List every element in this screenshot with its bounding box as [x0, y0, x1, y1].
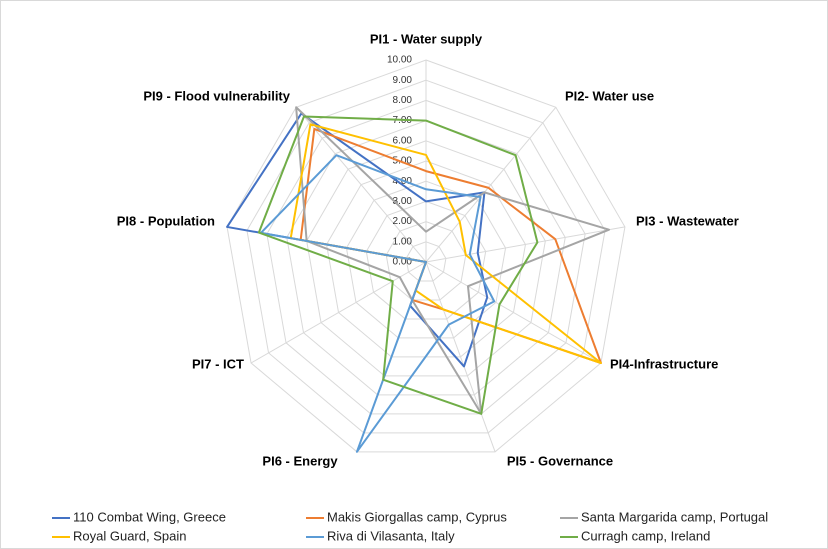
tick-label: 9.00 — [393, 75, 413, 86]
legend-label: Curragh camp, Ireland — [581, 528, 710, 543]
axis-label: PI4-Infrastructure — [610, 356, 718, 371]
tick-label: 3.00 — [393, 196, 413, 207]
series-line — [289, 123, 602, 364]
spoke — [425, 261, 496, 452]
tick-label: 1.00 — [393, 236, 413, 247]
axis-label: PI9 - Flood vulnerability — [143, 88, 290, 103]
grid-ring — [365, 200, 487, 320]
spoke — [295, 106, 427, 263]
spoke — [425, 226, 626, 263]
legend-label: Santa Margarida camp, Portugal — [581, 509, 768, 524]
spoke — [250, 261, 427, 364]
grid-ring — [345, 180, 507, 339]
legend-label: Royal Guard, Spain — [73, 528, 186, 543]
axis-label: PI3 - Wastewater — [636, 213, 739, 228]
axis-label: PI7 - ICT — [192, 356, 244, 371]
axis-label: PI5 - Governance — [507, 453, 613, 468]
tick-label: 10.00 — [387, 55, 412, 66]
tick-label: 0.00 — [393, 257, 413, 268]
legend-label: Makis Giorgallas camp, Cyprus — [327, 509, 507, 524]
legend-label: Riva di Vilasanta, Italy — [327, 528, 455, 543]
grid-ring — [226, 59, 626, 453]
tick-label: 6.00 — [393, 135, 413, 146]
axis-label: PI6 - Energy — [262, 453, 338, 468]
spoke — [425, 106, 557, 263]
series-line — [259, 154, 496, 453]
axis-label: PI1 - Water supply — [370, 31, 483, 46]
grid-ring — [385, 221, 467, 301]
tick-label: 2.00 — [393, 216, 413, 227]
grid-ring — [405, 241, 447, 282]
legend-label: 110 Combat Wing, Greece — [73, 509, 226, 524]
axis-label: PI2- Water use — [565, 88, 654, 103]
spoke — [425, 261, 602, 364]
grid-ring — [246, 79, 606, 434]
grid-ring — [266, 99, 586, 415]
axis-label: PI8 - Population — [117, 213, 215, 228]
tick-label: 8.00 — [393, 95, 413, 106]
series-line — [257, 115, 539, 415]
tick-label: 5.00 — [393, 156, 413, 167]
series-line — [226, 112, 489, 368]
